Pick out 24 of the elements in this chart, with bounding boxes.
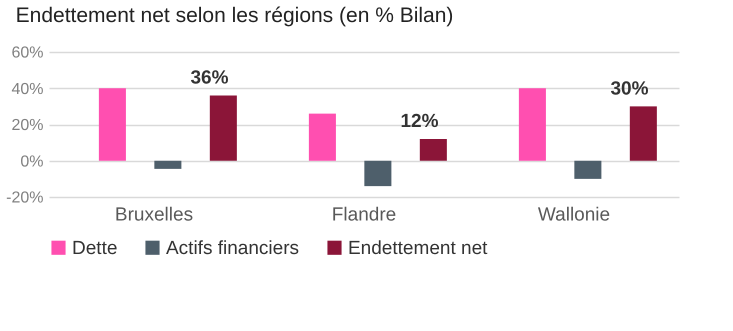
data-label: 12%	[400, 111, 439, 132]
x-tick-label: Bruxelles	[114, 204, 194, 226]
bar	[420, 139, 447, 161]
legend-label: Dette	[72, 238, 118, 259]
x-tick-label: Wallonie	[538, 204, 610, 226]
legend-label: Endettement net	[348, 238, 488, 259]
bar	[630, 106, 657, 161]
data-label: 30%	[610, 78, 649, 100]
bar	[364, 160, 392, 186]
bar	[518, 88, 546, 161]
legend-label: Actifs financiers	[166, 238, 300, 259]
bar	[154, 160, 182, 169]
y-tick-label: 40%	[11, 80, 44, 98]
y-tick-label: 60%	[11, 44, 44, 62]
bar	[308, 114, 336, 161]
data-label: 36%	[190, 68, 229, 88]
chart-title: Endettement net selon les régions (en % Bilan)	[16, 4, 454, 27]
y-tick-label: 0%	[20, 153, 44, 170]
bar	[574, 160, 602, 179]
bar	[98, 88, 126, 161]
y-tick-label: 20%	[11, 117, 44, 134]
x-tick-label: Flandre	[332, 204, 396, 226]
bar	[210, 96, 237, 161]
y-tick-label: -20%	[6, 190, 44, 206]
